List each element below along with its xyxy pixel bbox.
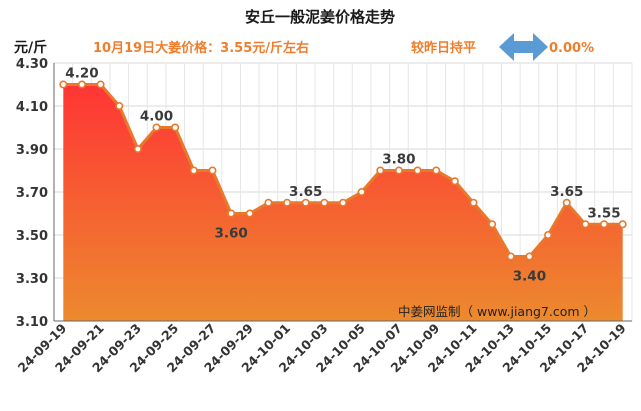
y-tick-labels: 3.10 3.30 3.50 3.70 3.90 4.10 4.30 bbox=[16, 57, 48, 330]
data-point bbox=[469, 198, 478, 207]
data-label: 3.60 bbox=[214, 226, 247, 242]
source-note: 中姜网监制（ www.jiang7.com ） bbox=[398, 304, 596, 319]
data-label: 4.00 bbox=[140, 109, 173, 125]
data-label: 4.20 bbox=[65, 66, 98, 82]
data-point bbox=[301, 198, 310, 207]
data-point bbox=[245, 209, 254, 218]
data-point bbox=[581, 220, 590, 229]
data-point bbox=[562, 198, 571, 207]
data-label: 3.65 bbox=[550, 184, 583, 200]
data-point bbox=[77, 80, 86, 89]
data-point bbox=[394, 166, 403, 175]
data-point bbox=[133, 145, 142, 154]
y-tick-label: 3.30 bbox=[16, 272, 48, 287]
price-note: 10月19日大姜价格：3.55元/斤左右 bbox=[93, 40, 309, 56]
data-point bbox=[189, 166, 198, 175]
y-tick-label: 3.70 bbox=[16, 186, 48, 201]
y-tick-label: 3.90 bbox=[16, 143, 48, 158]
data-point bbox=[488, 220, 497, 229]
change-value: 0.00% bbox=[549, 41, 594, 56]
data-labels: 4.204.003.603.653.803.403.653.55 bbox=[65, 66, 620, 285]
compare-label: 较昨日持平 bbox=[411, 40, 476, 56]
data-point bbox=[357, 188, 366, 197]
data-label: 3.40 bbox=[513, 269, 546, 285]
data-point bbox=[283, 198, 292, 207]
y-tick-label: 3.10 bbox=[16, 315, 48, 330]
data-point bbox=[506, 252, 515, 261]
y-tick-label: 4.10 bbox=[16, 100, 48, 115]
data-point bbox=[115, 102, 124, 111]
data-point bbox=[59, 80, 68, 89]
area-fill bbox=[63, 84, 623, 321]
data-point bbox=[320, 198, 329, 207]
data-point bbox=[208, 166, 217, 175]
unit-label: 元/斤 bbox=[14, 39, 47, 56]
double-arrow-icon bbox=[499, 33, 548, 61]
x-tick-labels: 24-09-1924-09-2124-09-2324-09-2524-09-27… bbox=[15, 321, 629, 376]
data-point bbox=[413, 166, 422, 175]
data-point bbox=[525, 252, 534, 261]
data-label: 3.65 bbox=[289, 184, 322, 200]
axes bbox=[53, 63, 632, 322]
data-point bbox=[152, 123, 161, 132]
data-label: 3.80 bbox=[382, 152, 415, 168]
data-point bbox=[376, 166, 385, 175]
data-point bbox=[450, 177, 459, 186]
y-tick-label: 4.30 bbox=[16, 57, 48, 72]
y-tick-label: 3.50 bbox=[16, 229, 48, 244]
data-point bbox=[338, 198, 347, 207]
data-point bbox=[600, 220, 609, 229]
area-shape bbox=[63, 84, 623, 321]
data-point bbox=[227, 209, 236, 218]
data-point bbox=[264, 198, 273, 207]
data-point bbox=[171, 123, 180, 132]
point-markers bbox=[59, 80, 627, 261]
data-point bbox=[618, 220, 627, 229]
data-label: 3.55 bbox=[587, 205, 620, 221]
data-point bbox=[432, 166, 441, 175]
chart-title: 安丘一般泥姜价格走势 bbox=[245, 8, 395, 26]
data-point bbox=[96, 80, 105, 89]
data-point bbox=[544, 231, 553, 240]
